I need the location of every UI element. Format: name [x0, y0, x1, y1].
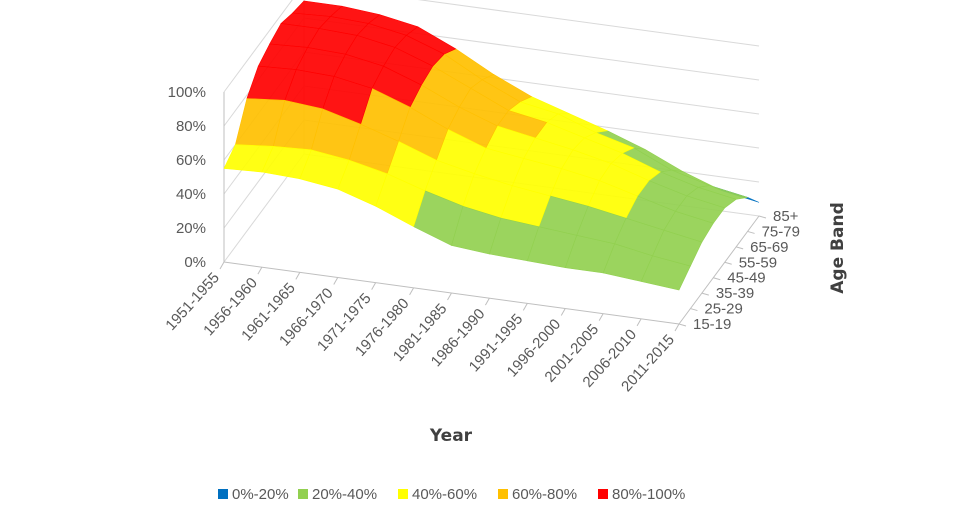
y-tick-mark: [758, 215, 767, 219]
x-tick-mark: [636, 318, 642, 327]
z-axis-ticks: 0% 20% 40% 60% 80% 100%: [168, 84, 206, 271]
surface-plot: [223, 0, 760, 291]
y-tick-label: 45-49: [727, 270, 765, 287]
x-tick-mark: [219, 261, 225, 270]
x-tick-mark: [598, 313, 604, 321]
z-tick-label: 20%: [176, 220, 206, 237]
z-tick-label: 0%: [184, 254, 206, 271]
x-tick-mark: [447, 292, 452, 301]
legend-label: 0%-20%: [232, 486, 289, 503]
x-tick-mark: [484, 297, 490, 306]
y-tick-label: 25-29: [704, 301, 742, 318]
z-tick-label: 60%: [176, 152, 206, 169]
x-axis-line: [223, 261, 680, 325]
legend-label: 60%-80%: [512, 486, 577, 503]
y-axis-line: [678, 215, 760, 325]
x-tick-mark: [333, 277, 339, 285]
z-tick-label: 40%: [176, 186, 206, 203]
legend-swatch: [218, 489, 228, 499]
y-tick-label: 55-59: [739, 254, 777, 271]
y-tick-label: 75-79: [762, 223, 800, 240]
z-tick-label: 80%: [176, 118, 206, 135]
y-tick-label: 85+: [773, 208, 799, 225]
y-tick-mark: [713, 277, 721, 281]
y-tick-mark: [690, 308, 698, 312]
y-axis-title: Age Band: [828, 202, 848, 293]
x-tick-mark: [674, 323, 680, 332]
x-axis-ticks: 1951-19551956-19601961-19651966-19701971…: [162, 261, 680, 395]
legend-label: 40%-60%: [412, 486, 477, 503]
y-tick-mark: [747, 230, 755, 234]
y-tick-mark: [724, 261, 732, 265]
y-tick-label: 65-69: [750, 239, 788, 256]
legend-swatch: [598, 489, 608, 499]
x-axis-title: Year: [429, 426, 473, 446]
surface-cell: [223, 144, 274, 173]
legend-swatch: [498, 489, 508, 499]
x-tick-mark: [522, 303, 528, 311]
z-tick-label: 100%: [168, 84, 206, 101]
legend: 0%-20% 20%-40% 40%-60% 60%-80% 80%-100%: [218, 486, 685, 503]
x-tick-mark: [257, 266, 263, 275]
x-tick-mark: [560, 308, 566, 316]
y-tick-mark: [678, 323, 687, 327]
legend-label: 80%-100%: [612, 486, 685, 503]
y-tick-label: 15-19: [693, 316, 731, 333]
x-tick-mark: [409, 287, 415, 296]
legend-swatch: [298, 489, 308, 499]
y-tick-mark: [736, 246, 744, 250]
legend-label: 20%-40%: [312, 486, 377, 503]
legend-swatch: [398, 489, 408, 499]
x-tick-mark: [295, 272, 301, 280]
x-tick-mark: [371, 282, 377, 290]
y-tick-label: 35-39: [716, 285, 754, 302]
gridline: [223, 0, 760, 93]
y-tick-mark: [701, 292, 709, 296]
